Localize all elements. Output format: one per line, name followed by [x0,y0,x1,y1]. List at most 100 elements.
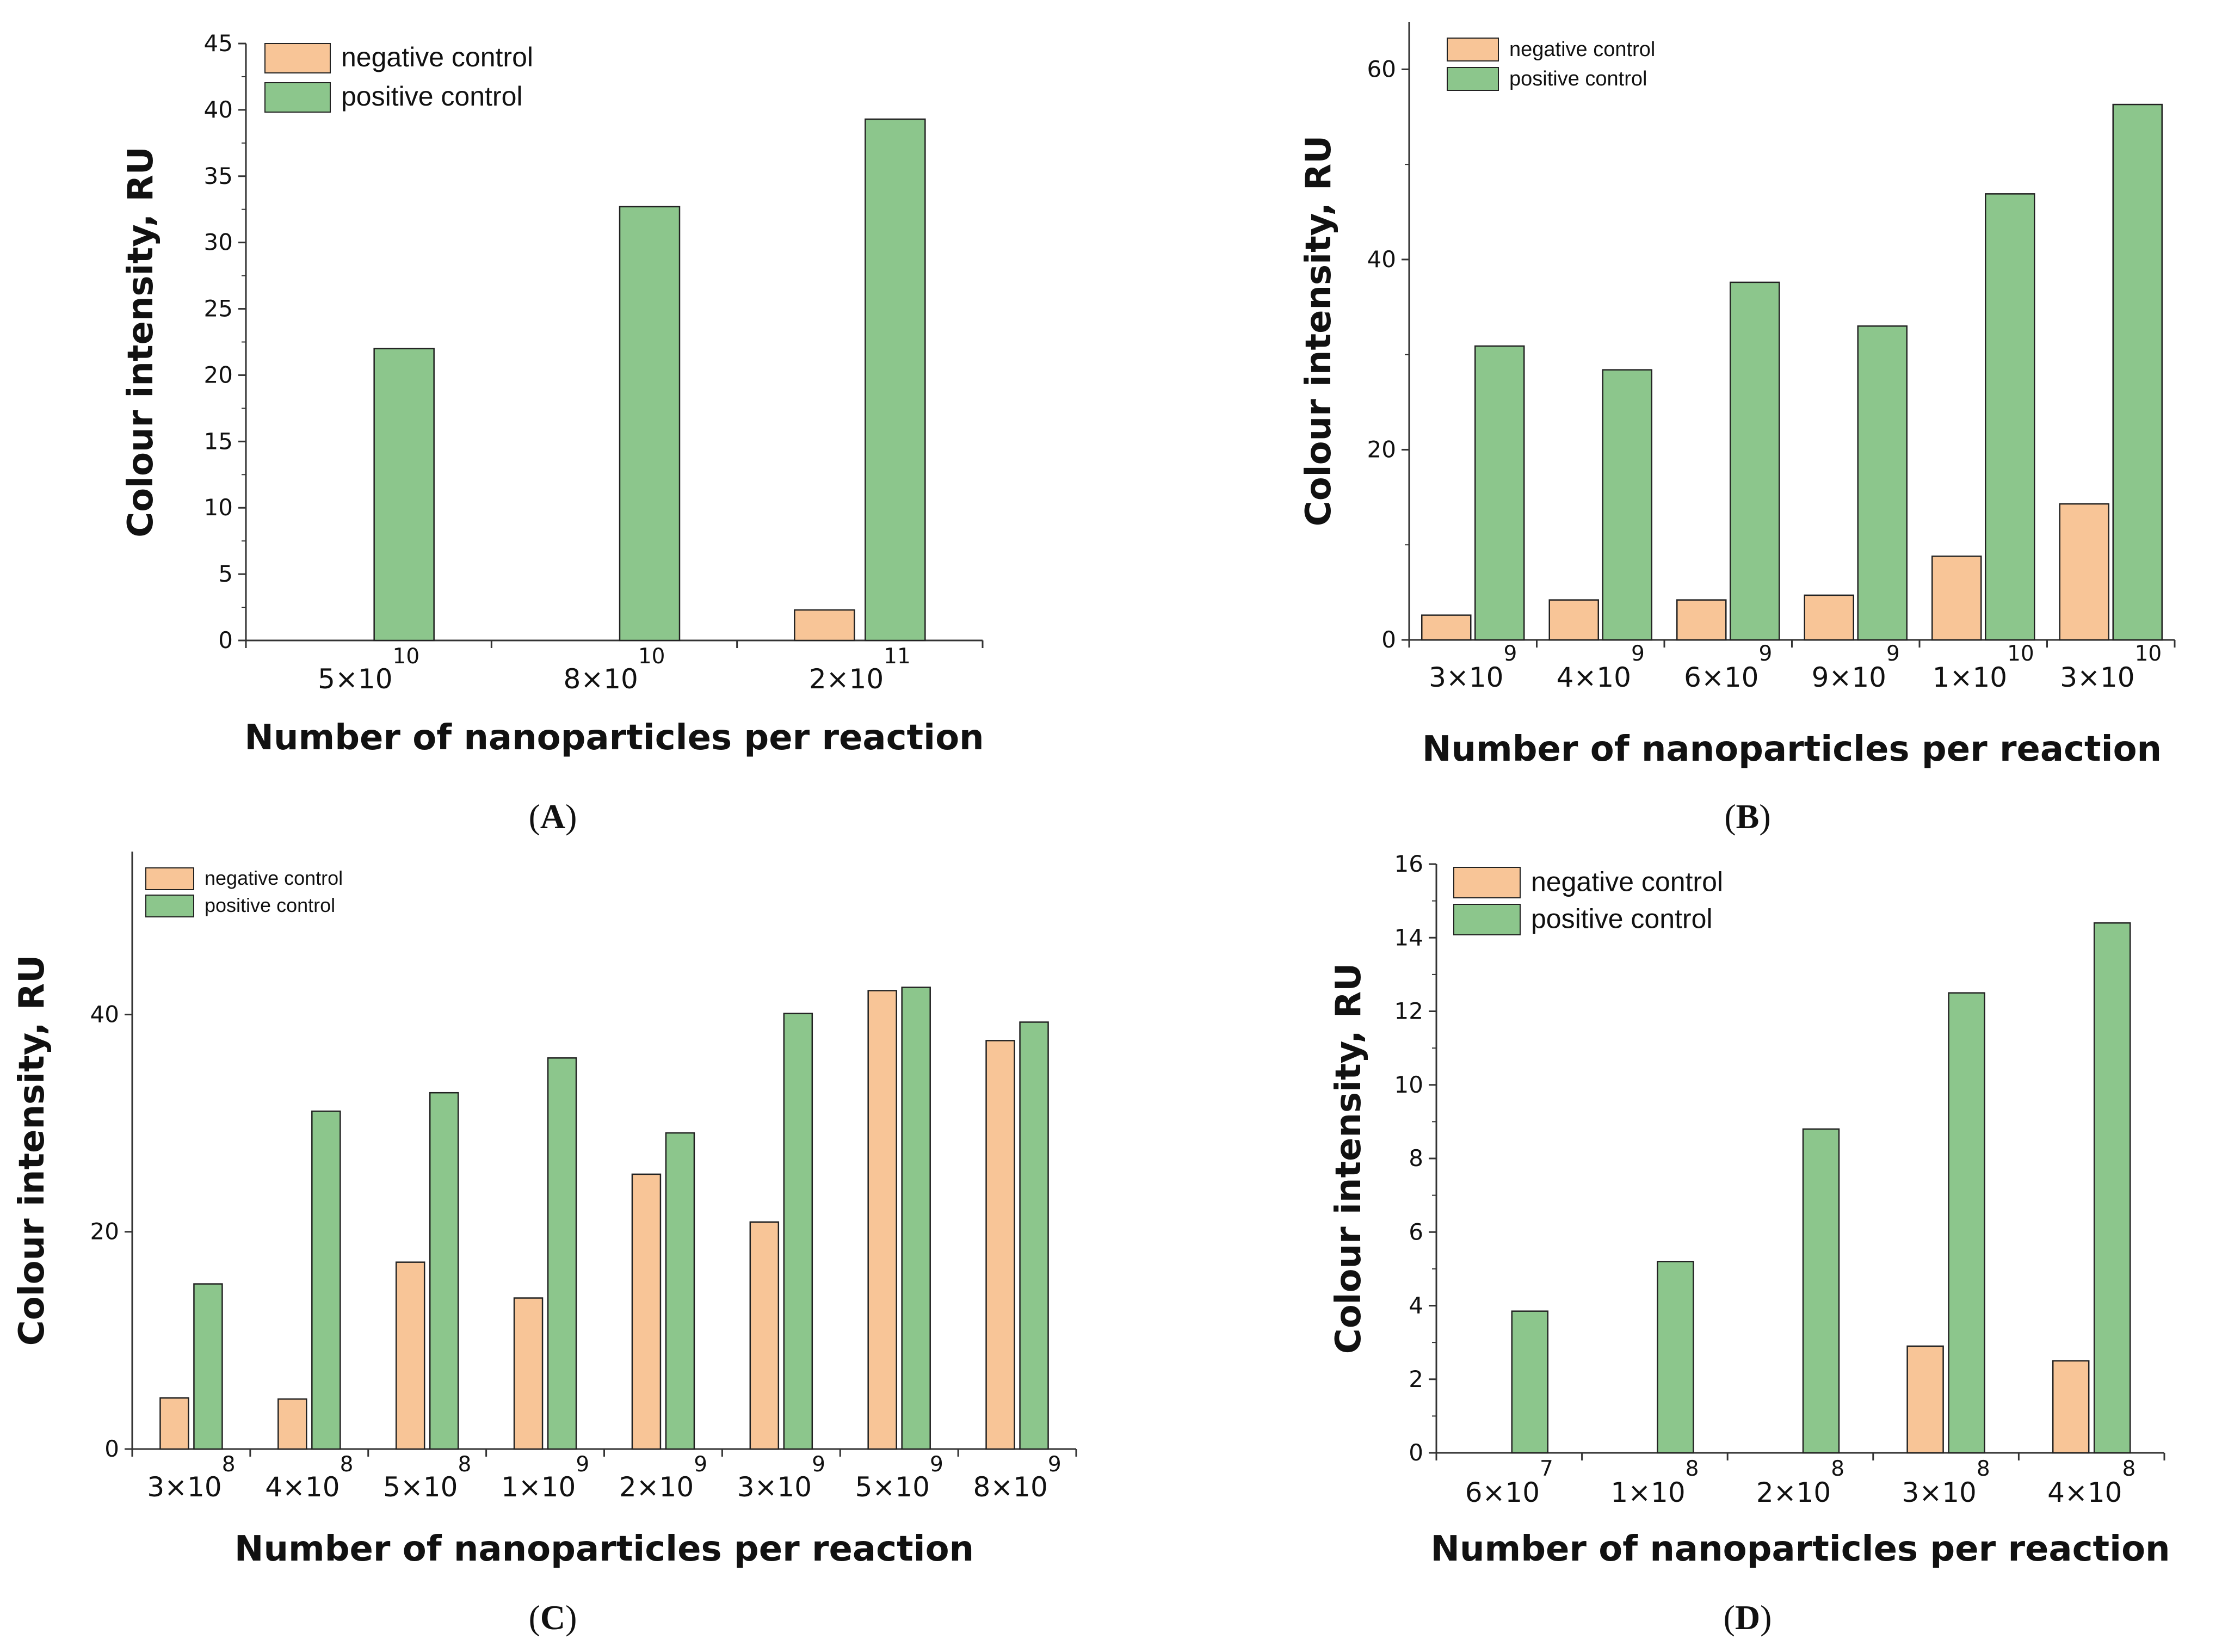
y-tick-label: 20 [1367,436,1396,463]
y-axis-title: Colour intensity, RU [1299,135,1339,527]
bar-negative-control [513,1297,544,1450]
category-base: ×10 [1573,662,1631,693]
category-exponent: 8 [222,1452,236,1477]
bar-negative-control [2059,503,2109,641]
bar-negative-control [277,1398,307,1450]
panel-a: 0510152025303540455×10108×10102×1011nega… [121,30,984,836]
category-mantissa: 3 [1902,1477,1919,1508]
x-category-label: 3×109 [1429,642,1517,693]
bar-negative-control [1548,599,1599,641]
x-axis-title: Number of nanoparticles per reaction [244,718,984,758]
x-axis-title: Number of nanoparticles per reaction [1422,729,2162,769]
legend-swatch-negative [145,867,194,890]
bar-positive-control [1602,369,1652,641]
category-base: ×10 [282,1471,340,1503]
category-exponent: 9 [576,1452,589,1477]
bar-positive-control [783,1013,813,1450]
category-exponent: 10 [2007,642,2034,666]
legend-swatch-positive [1453,904,1521,935]
category-mantissa: 1 [1610,1477,1628,1508]
category-base: ×10 [1829,662,1886,693]
category-exponent: 9 [930,1452,943,1477]
bar-negative-control [1676,599,1727,641]
x-category-label: 2×1011 [809,644,911,695]
bar-positive-control [2112,103,2163,641]
category-base: ×10 [2077,662,2135,693]
category-mantissa: 4 [2047,1477,2065,1508]
category-base: ×10 [1950,662,2008,693]
panel-letter: B [1736,797,1760,836]
x-category-label: 2×108 [1756,1457,1844,1508]
bar-positive-control [429,1092,459,1450]
bar-negative-control [395,1261,425,1450]
x-category-label: 8×1010 [564,644,665,695]
bar-negative-control [867,990,897,1450]
category-base: ×10 [2065,1477,2122,1508]
category-exponent: 9 [1759,642,1773,666]
bar-negative-control [794,609,855,642]
category-mantissa: 9 [1812,662,1829,693]
x-category-label: 1×109 [501,1452,589,1503]
legend-label-positive: positive control [1531,904,1713,934]
category-base: ×10 [1774,1477,1831,1508]
y-tick-label: 40 [1367,246,1396,273]
legend-swatch-negative [1453,867,1521,898]
x-category-label: 6×107 [1465,1457,1553,1508]
category-mantissa: 5 [318,663,335,695]
panel-label: (B) [1724,797,1770,836]
y-tick-label: 0 [218,627,233,654]
panel-letter: C [540,1598,565,1637]
bar-negative-control [2052,1360,2090,1454]
y-tick-label: 8 [1409,1145,1423,1172]
category-exponent: 7 [1540,1457,1553,1481]
category-mantissa: 4 [265,1471,282,1503]
bar-negative-control [985,1040,1015,1450]
legend-label-negative: negative control [205,867,343,889]
bar-positive-control [619,206,681,642]
x-category-label: 1×1010 [1933,642,2034,693]
category-mantissa: 2 [809,663,826,695]
category-exponent: 10 [638,644,665,669]
category-mantissa: 3 [1429,662,1446,693]
y-tick-label: 30 [204,229,233,256]
category-exponent: 10 [393,644,420,669]
y-tick-label: 12 [1394,998,1423,1025]
category-exponent: 8 [1831,1457,1844,1481]
bar-negative-control [1804,594,1854,641]
bar-positive-control [547,1057,577,1450]
legend-label-negative: negative control [341,42,533,72]
category-base: ×10 [400,1471,458,1503]
y-tick-label: 45 [204,30,233,57]
x-category-label: 9×109 [1812,642,1900,693]
category-mantissa: 1 [1933,662,1950,693]
category-exponent: 9 [812,1452,825,1477]
panel-label: (D) [1724,1598,1772,1637]
category-base: ×10 [1446,662,1504,693]
bar-positive-control [311,1110,341,1450]
x-category-label: 4×108 [265,1452,353,1503]
category-mantissa: 2 [1756,1477,1774,1508]
bar-positive-control [2093,922,2131,1454]
category-base: ×10 [164,1471,222,1503]
y-tick-label: 0 [1381,626,1396,653]
bar-negative-control [1931,555,1982,641]
x-category-label: 3×109 [737,1452,825,1503]
x-axis-title: Number of nanoparticles per reaction [1430,1529,2170,1569]
y-axis-title: Colour intensity, RU [12,955,52,1346]
bar-positive-control [901,987,931,1450]
category-mantissa: 5 [855,1471,873,1503]
y-tick-label: 40 [204,96,233,123]
bar-negative-control [159,1397,189,1450]
panel-letter: A [540,797,565,836]
x-category-label: 8×109 [973,1452,1061,1503]
category-exponent: 9 [1504,642,1517,666]
y-tick-label: 0 [1409,1439,1423,1466]
category-mantissa: 3 [737,1471,755,1503]
bar-negative-control [1421,614,1472,641]
category-exponent: 8 [2122,1457,2135,1481]
bar-positive-control [1857,325,1908,641]
legend-swatch-positive [1447,67,1499,91]
category-exponent: 9 [694,1452,707,1477]
y-tick-label: 10 [204,494,233,521]
